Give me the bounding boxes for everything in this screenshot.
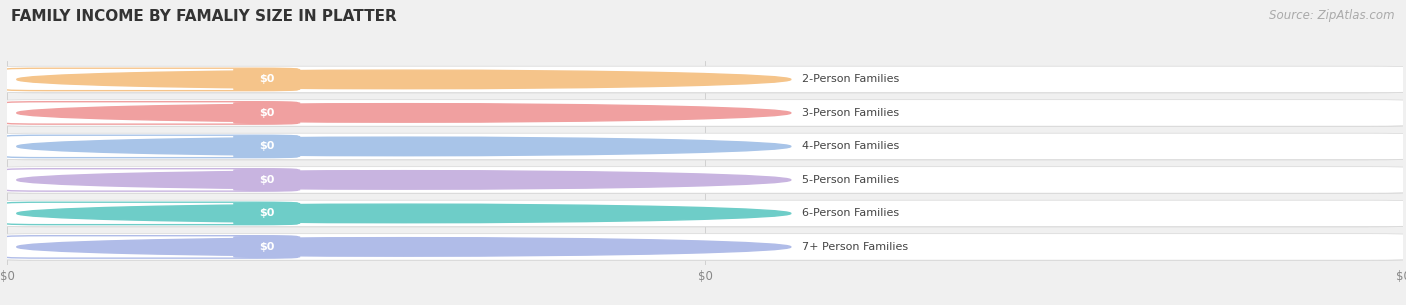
Text: $0: $0 (259, 108, 274, 118)
FancyBboxPatch shape (6, 102, 298, 124)
FancyBboxPatch shape (233, 135, 301, 158)
Text: $0: $0 (259, 242, 274, 252)
FancyBboxPatch shape (233, 169, 301, 191)
Text: $0: $0 (259, 142, 274, 151)
Text: $0: $0 (259, 74, 274, 84)
FancyBboxPatch shape (6, 236, 298, 258)
FancyBboxPatch shape (1, 134, 1406, 160)
FancyBboxPatch shape (233, 236, 301, 258)
Text: $0: $0 (259, 175, 274, 185)
Text: FAMILY INCOME BY FAMALIY SIZE IN PLATTER: FAMILY INCOME BY FAMALIY SIZE IN PLATTER (11, 9, 396, 24)
FancyBboxPatch shape (0, 133, 1406, 160)
FancyBboxPatch shape (0, 234, 1406, 260)
Circle shape (17, 70, 790, 89)
FancyBboxPatch shape (1, 201, 1406, 227)
FancyBboxPatch shape (1, 234, 1406, 261)
Text: 6-Person Families: 6-Person Families (801, 208, 898, 218)
Text: Source: ZipAtlas.com: Source: ZipAtlas.com (1270, 9, 1395, 22)
Text: 3-Person Families: 3-Person Families (801, 108, 898, 118)
FancyBboxPatch shape (1, 67, 1406, 93)
FancyBboxPatch shape (1, 167, 1406, 194)
FancyBboxPatch shape (0, 200, 1406, 227)
FancyBboxPatch shape (0, 167, 1406, 193)
FancyBboxPatch shape (6, 202, 298, 225)
FancyBboxPatch shape (233, 202, 301, 225)
FancyBboxPatch shape (6, 68, 298, 91)
FancyBboxPatch shape (6, 135, 298, 158)
Circle shape (17, 238, 790, 256)
Text: 4-Person Families: 4-Person Families (801, 142, 900, 151)
Text: 5-Person Families: 5-Person Families (801, 175, 898, 185)
FancyBboxPatch shape (0, 100, 1406, 126)
Circle shape (17, 170, 790, 189)
FancyBboxPatch shape (233, 102, 301, 124)
Circle shape (17, 137, 790, 156)
Circle shape (17, 204, 790, 223)
Text: 2-Person Families: 2-Person Families (801, 74, 900, 84)
FancyBboxPatch shape (6, 169, 298, 191)
FancyBboxPatch shape (233, 68, 301, 91)
Text: 7+ Person Families: 7+ Person Families (801, 242, 908, 252)
FancyBboxPatch shape (1, 100, 1406, 127)
Circle shape (17, 104, 790, 122)
Text: $0: $0 (259, 208, 274, 218)
FancyBboxPatch shape (0, 66, 1406, 93)
